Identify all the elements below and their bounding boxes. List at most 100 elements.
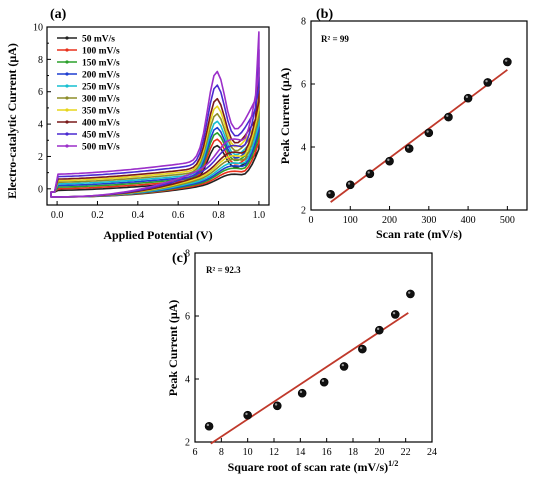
panel-a-legend-label: 450 mV/s	[82, 130, 120, 140]
panel-c-x-tick-label: 20	[374, 447, 384, 458]
panel-c-x-tick-label: 12	[269, 447, 279, 458]
panel-c-data-point	[375, 325, 384, 335]
panel-b-x-tick-label: 0	[309, 215, 314, 226]
panel-a-x-tick-label: 1.0	[253, 210, 266, 221]
panel-c-data-point-highlight	[392, 311, 396, 315]
panel-c-xlabel-text: Square root of scan rate (mV/s)	[228, 460, 389, 474]
panel-c-data-point-highlight	[408, 291, 411, 294]
panel-c-y-tick-label: 2	[185, 438, 190, 449]
panel-c-data-point-highlight	[206, 423, 210, 427]
panel-c-data-point-highlight	[299, 390, 303, 394]
panel-c-x-tick-label: 22	[401, 447, 411, 458]
panel-c-data-point-highlight	[376, 327, 380, 331]
panel-b-data-point-highlight	[426, 130, 429, 133]
panel-b-scan-rate-plot: (b) R² = 99 0 100 200 300 400 500 2 4 6 8 Scan ra…	[278, 7, 528, 241]
panel-c-data-point	[297, 388, 307, 398]
panel-a-frame	[46, 26, 270, 206]
panel-a-y-tick-label: 8	[38, 55, 43, 66]
panel-a-cyclic-voltammogram: (a) 0.0 0.2 0.4 0.6 0.8 1.0 0 2 4 6 8 10 50 mV/s 100…	[5, 7, 270, 242]
panel-a-y-tick-label: 4	[38, 120, 43, 131]
panel-c-data-point	[390, 310, 400, 319]
panel-a-legend-marker	[65, 36, 69, 40]
panel-a-ticks: 0.0 0.2 0.4 0.6 0.8 1.0 0 2 4 6 8 10	[33, 23, 265, 222]
panel-c-xlabel-superscript: 1/2	[388, 459, 398, 468]
panel-c-data-point	[243, 410, 252, 420]
panel-a-legend-marker	[65, 48, 69, 52]
panel-b-label: (b)	[316, 7, 333, 22]
panel-a-y-tick-label: 6	[38, 87, 43, 98]
panel-c-x-tick-label: 16	[322, 447, 332, 458]
panel-b-plot	[326, 57, 512, 203]
panel-c-r2-annotation: R² = 92.3	[206, 265, 241, 275]
panel-c-frame	[194, 252, 433, 443]
panel-b-data-point	[385, 156, 394, 166]
panel-b-frame	[310, 20, 528, 211]
panel-c-y-tick-label: 6	[185, 312, 190, 323]
panel-c-x-tick-label: 18	[348, 447, 358, 458]
panel-a-x-tick-label: 0.8	[212, 210, 225, 221]
panel-b-data-point-highlight	[446, 114, 449, 117]
panel-b-data-point	[503, 57, 512, 67]
panel-a-legend-marker	[65, 72, 69, 76]
panel-a-legend-label: 100 mV/s	[82, 46, 120, 56]
panel-c-plot	[204, 289, 415, 445]
panel-c-data-point	[406, 289, 415, 299]
panel-b-x-tick-label: 300	[421, 215, 436, 226]
panel-b-r2-annotation: R² = 99	[321, 34, 349, 44]
panel-a-x-tick-label: 0.0	[51, 210, 64, 221]
panel-c-data-point	[358, 344, 367, 354]
panel-b-data-point-highlight	[406, 146, 410, 149]
panel-a-cv-curve-500mVs	[50, 31, 260, 198]
panel-b-data-point	[345, 180, 355, 190]
panel-b-y-tick-label: 2	[301, 206, 306, 217]
panel-a-y-tick-label: 0	[38, 184, 43, 195]
panel-c-data-point-highlight	[245, 412, 248, 416]
panel-c-x-tick-label: 24	[427, 447, 437, 458]
panel-b-data-point-highlight	[367, 171, 370, 174]
panel-c-data-point	[339, 362, 349, 371]
panel-b-data-point-highlight	[347, 182, 351, 185]
panel-a-label: (a)	[50, 7, 67, 22]
panel-c-data-point	[204, 421, 214, 431]
panel-b-fit-line	[330, 69, 508, 203]
panel-b-x-tick-label: 100	[343, 215, 358, 226]
panel-b-data-point	[365, 169, 375, 179]
panel-b-data-point-highlight	[387, 158, 390, 162]
panel-c-data-point-highlight	[321, 379, 325, 383]
panel-c-label: (c)	[172, 251, 188, 266]
panel-b-x-tick-label: 500	[500, 215, 515, 226]
panel-c-x-tick-label: 10	[243, 447, 253, 458]
panel-c-fit-line	[210, 312, 409, 445]
panel-c-x-tick-label: 14	[295, 447, 305, 458]
panel-b-data-point	[463, 93, 473, 103]
panel-c-y-tick-label: 8	[185, 249, 190, 260]
panel-a-legend-marker	[65, 132, 69, 136]
panel-b-data-point-highlight	[465, 95, 469, 99]
panel-a-y-tick-label: 2	[38, 152, 43, 163]
panel-a-legend-label: 350 mV/s	[82, 106, 120, 116]
panel-b-y-tick-label: 4	[301, 143, 306, 154]
panel-a-xlabel: Applied Potential (V)	[103, 228, 212, 242]
panel-c-data-point-highlight	[274, 403, 278, 406]
panel-b-data-point	[483, 78, 493, 87]
panel-a-x-tick-label: 0.2	[91, 210, 104, 221]
panel-c-data-point-highlight	[341, 363, 345, 367]
panel-a-y-tick-label: 10	[33, 23, 43, 34]
panel-b-xlabel: Scan rate (mV/s)	[376, 227, 462, 241]
panel-b-data-point	[404, 144, 414, 153]
panel-a-legend-label: 50 mV/s	[82, 34, 115, 44]
panel-a-legend-label: 150 mV/s	[82, 58, 120, 68]
panel-b-ticks: 0 100 200 300 400 500 2 4 6 8	[301, 17, 515, 227]
panel-a-legend-marker	[65, 60, 69, 64]
panel-b-x-tick-label: 400	[461, 215, 476, 226]
panel-c-x-tick-label: 8	[219, 447, 224, 458]
panel-a-legend-marker	[65, 144, 69, 148]
panel-a-legend-label: 500 mV/s	[82, 142, 120, 152]
panel-a-legend-label: 400 mV/s	[82, 118, 120, 128]
panel-b-y-tick-label: 8	[301, 17, 306, 28]
panel-c-ylabel: Peak Current (μA)	[166, 300, 180, 397]
panel-a-x-tick-label: 0.6	[172, 210, 185, 221]
panel-a-legend-marker	[65, 108, 69, 112]
